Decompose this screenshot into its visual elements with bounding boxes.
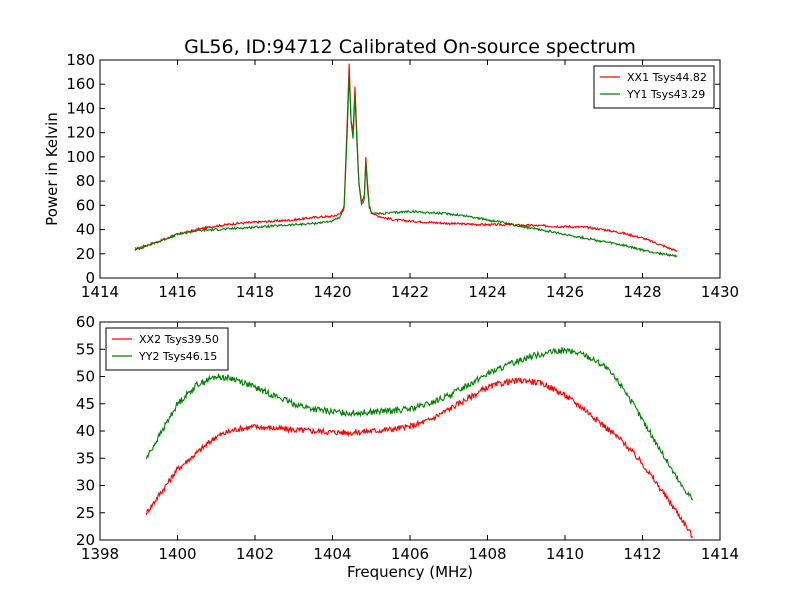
y-tick-label: 60: [76, 313, 95, 331]
y-tick-label: 55: [76, 340, 95, 358]
x-tick-label: 1414: [701, 545, 739, 563]
bottom-chart: 1398 1400 1402 1404 1406 1408 1410 1412 1414 20 25…: [76, 313, 739, 581]
y-tick-label: 50: [76, 368, 95, 386]
legend: XX2 Tsys39.50 YY2 Tsys46.15: [105, 327, 229, 371]
y-tick-label: 25: [76, 504, 95, 522]
y-tick-label: 140: [66, 99, 95, 117]
legend: XX1 Tsys44.82 YY1 Tsys43.29: [593, 65, 715, 109]
x-tick-label: 1428: [623, 283, 661, 301]
x-tick-label: 1422: [391, 283, 429, 301]
x-tick-label: 1424: [468, 283, 506, 301]
top-chart: 1414 1416 1418 1420 1422 1424 1426 1428 1430 0 20 4…: [43, 51, 739, 301]
legend-box: [105, 327, 229, 371]
y-tick-label: 45: [76, 395, 95, 413]
series-line-xx: [145, 377, 694, 539]
legend-label: YY1 Tsys43.29: [626, 88, 705, 101]
y-tick-label: 80: [76, 172, 95, 190]
y-tick-label: 120: [66, 124, 95, 142]
x-tick-label: 1418: [236, 283, 274, 301]
x-axis-label: Frequency (MHz): [347, 563, 473, 581]
y-tick-label: 35: [76, 449, 95, 467]
y-tick-label: 40: [76, 422, 95, 440]
y-tick-label: 160: [66, 75, 95, 93]
y-axis-label: Power in Kelvin: [43, 112, 61, 226]
x-tick-label: 1402: [236, 545, 274, 563]
legend-label: XX2 Tsys39.50: [139, 333, 219, 346]
series-line-yy: [145, 346, 694, 501]
x-tick-label: 1416: [158, 283, 196, 301]
x-tick-label: 1404: [313, 545, 351, 563]
legend-label: XX1 Tsys44.82: [627, 71, 707, 84]
y-tick-label: 100: [66, 148, 95, 166]
x-tick-label: 1426: [546, 283, 584, 301]
chart-title: GL56, ID:94712 Calibrated On-source spec…: [184, 36, 636, 58]
legend-label: YY2 Tsys46.15: [138, 350, 217, 363]
x-tick-label: 1406: [391, 545, 429, 563]
x-tick-label: 1410: [546, 545, 584, 563]
y-tick-label: 0: [85, 269, 95, 287]
x-tick-label: 1414: [81, 283, 119, 301]
x-tick-label: 1408: [468, 545, 506, 563]
x-tick-label: 1398: [81, 545, 119, 563]
y-tick-label: 180: [66, 51, 95, 69]
x-tick-label: 1400: [158, 545, 196, 563]
x-tick-label: 1430: [701, 283, 739, 301]
y-tick-label: 20: [76, 531, 95, 549]
y-tick-label: 40: [76, 221, 95, 239]
x-tick-label: 1420: [313, 283, 351, 301]
x-tick-label: 1412: [623, 545, 661, 563]
y-tick-label: 20: [76, 245, 95, 263]
y-tick-label: 30: [76, 477, 95, 495]
series-line-yy: [134, 74, 678, 258]
legend-box: [593, 65, 715, 109]
series-line-xx: [134, 63, 678, 252]
y-tick-label: 60: [76, 196, 95, 214]
